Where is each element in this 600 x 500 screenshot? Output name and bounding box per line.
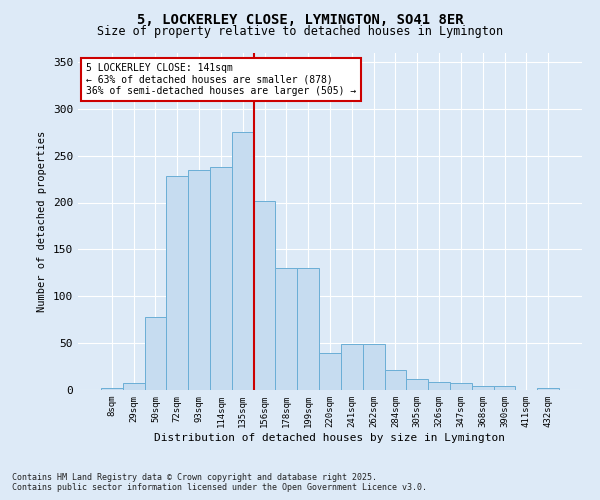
Text: Contains HM Land Registry data © Crown copyright and database right 2025.
Contai: Contains HM Land Registry data © Crown c…: [12, 473, 427, 492]
Bar: [319, 354, 341, 390]
Text: 5 LOCKERLEY CLOSE: 141sqm
← 63% of detached houses are smaller (878)
36% of semi: 5 LOCKERLEY CLOSE: 141sqm ← 63% of detac…: [86, 62, 356, 96]
Bar: [254, 200, 275, 390]
Y-axis label: Number of detached properties: Number of detached properties: [37, 130, 47, 312]
Bar: [210, 167, 232, 390]
Bar: [363, 344, 385, 390]
Bar: [450, 384, 472, 390]
Bar: [123, 382, 145, 390]
Bar: [145, 317, 166, 390]
Bar: [188, 170, 210, 390]
Bar: [297, 268, 319, 390]
Bar: [537, 388, 559, 390]
Text: 5, LOCKERLEY CLOSE, LYMINGTON, SO41 8ER: 5, LOCKERLEY CLOSE, LYMINGTON, SO41 8ER: [137, 12, 463, 26]
Bar: [385, 370, 406, 390]
X-axis label: Distribution of detached houses by size in Lymington: Distribution of detached houses by size …: [155, 432, 505, 442]
Bar: [472, 386, 494, 390]
Text: Size of property relative to detached houses in Lymington: Size of property relative to detached ho…: [97, 25, 503, 38]
Bar: [166, 176, 188, 390]
Bar: [341, 344, 363, 390]
Bar: [406, 379, 428, 390]
Bar: [428, 382, 450, 390]
Bar: [494, 386, 515, 390]
Bar: [232, 132, 254, 390]
Bar: [275, 268, 297, 390]
Bar: [101, 388, 123, 390]
